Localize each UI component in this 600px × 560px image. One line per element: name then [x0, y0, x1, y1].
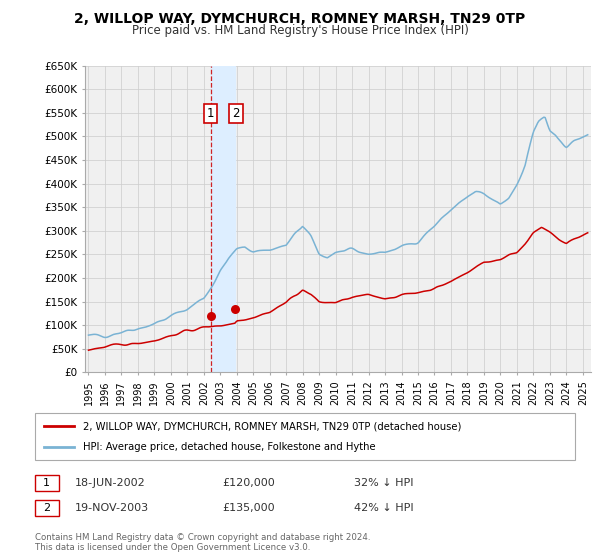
Text: 2, WILLOP WAY, DYMCHURCH, ROMNEY MARSH, TN29 0TP: 2, WILLOP WAY, DYMCHURCH, ROMNEY MARSH, … — [74, 12, 526, 26]
Text: Price paid vs. HM Land Registry's House Price Index (HPI): Price paid vs. HM Land Registry's House … — [131, 24, 469, 36]
Text: 18-JUN-2002: 18-JUN-2002 — [75, 478, 146, 488]
Text: 19-NOV-2003: 19-NOV-2003 — [75, 503, 149, 513]
Text: 32% ↓ HPI: 32% ↓ HPI — [354, 478, 413, 488]
Text: 2, WILLOP WAY, DYMCHURCH, ROMNEY MARSH, TN29 0TP (detached house): 2, WILLOP WAY, DYMCHURCH, ROMNEY MARSH, … — [83, 421, 461, 431]
Text: Contains HM Land Registry data © Crown copyright and database right 2024.: Contains HM Land Registry data © Crown c… — [35, 533, 370, 542]
Text: 42% ↓ HPI: 42% ↓ HPI — [354, 503, 413, 513]
Text: 2: 2 — [43, 503, 50, 513]
Bar — [211, 66, 235, 372]
Text: 2: 2 — [232, 106, 240, 120]
Text: This data is licensed under the Open Government Licence v3.0.: This data is licensed under the Open Gov… — [35, 543, 310, 552]
Text: 1: 1 — [207, 106, 214, 120]
Text: HPI: Average price, detached house, Folkestone and Hythe: HPI: Average price, detached house, Folk… — [83, 442, 376, 452]
Text: £120,000: £120,000 — [222, 478, 275, 488]
Text: £135,000: £135,000 — [222, 503, 275, 513]
Text: 1: 1 — [43, 478, 50, 488]
